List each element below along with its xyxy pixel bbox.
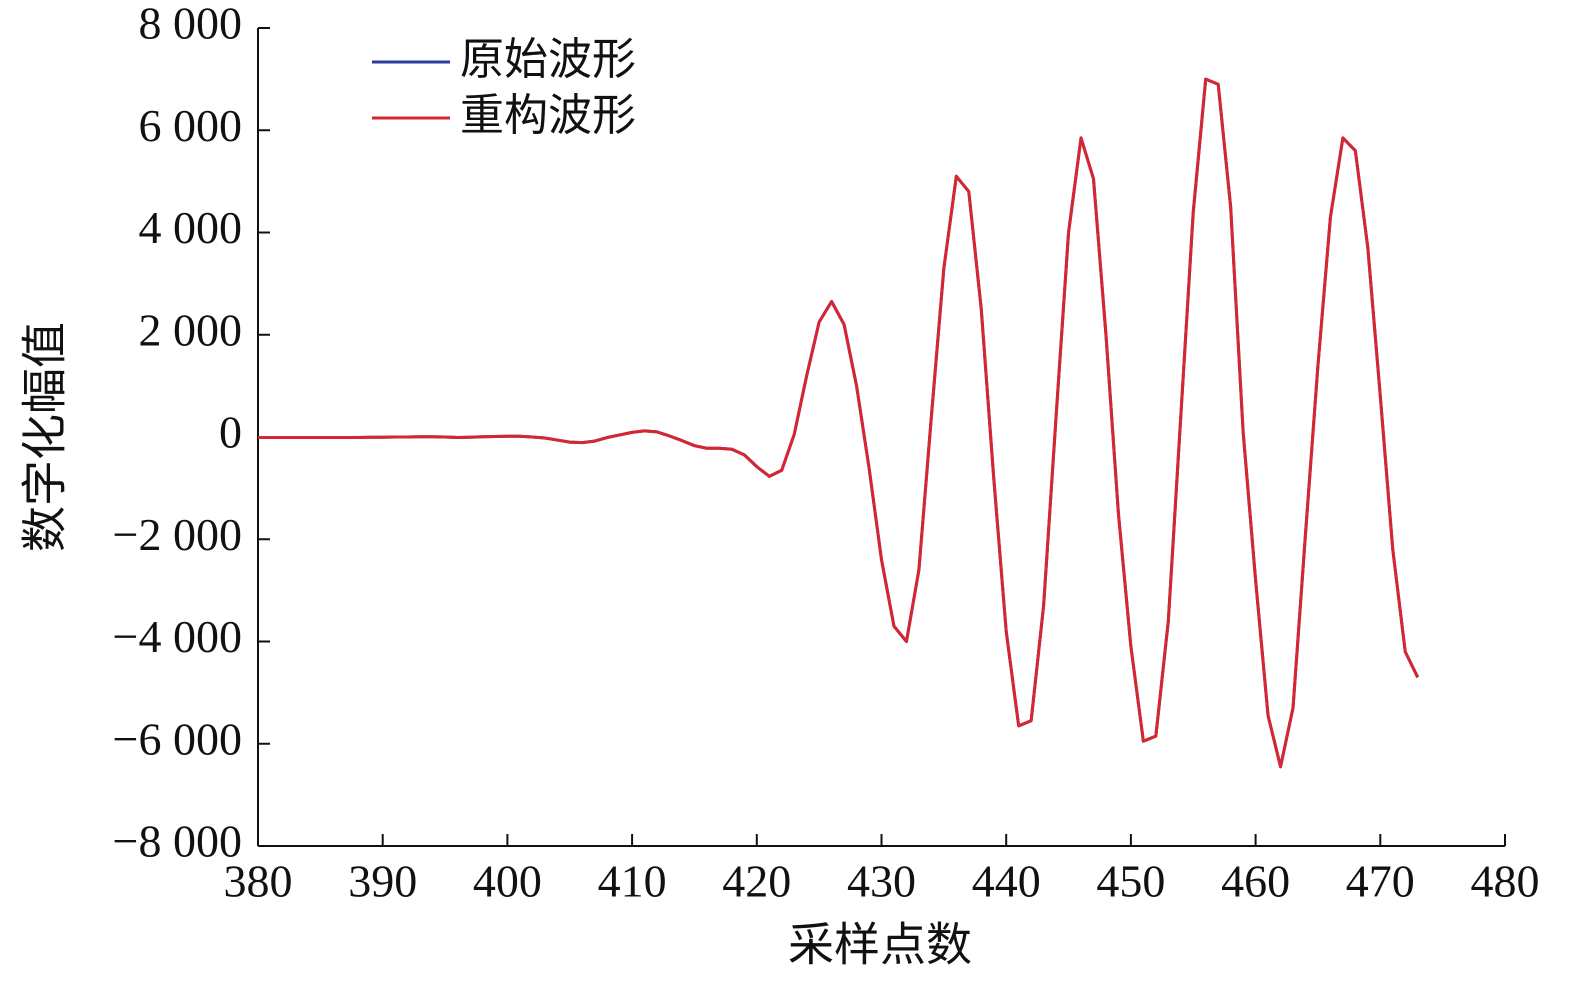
x-tick-label: 430	[847, 856, 916, 907]
x-tick-label: 380	[224, 856, 293, 907]
y-tick-label: 6 000	[139, 100, 243, 151]
y-tick-label: 0	[219, 407, 242, 458]
x-tick-label: 390	[348, 856, 417, 907]
x-tick-label: 410	[598, 856, 667, 907]
x-tick-label: 420	[722, 856, 791, 907]
x-tick-label: 440	[972, 856, 1041, 907]
x-tick-label: 460	[1221, 856, 1290, 907]
y-tick-label: −4 000	[113, 611, 242, 662]
y-tick-label: −2 000	[113, 509, 242, 560]
y-tick-label: 2 000	[139, 304, 243, 355]
y-tick-label: 8 000	[139, 0, 243, 49]
legend-label: 原始波形	[460, 34, 636, 85]
x-tick-label: 400	[473, 856, 542, 907]
x-tick-label: 450	[1096, 856, 1165, 907]
legend-label: 重构波形	[460, 90, 636, 141]
x-tick-label: 480	[1471, 856, 1540, 907]
y-axis-label: 数字化幅值	[20, 322, 71, 552]
x-tick-label: 470	[1346, 856, 1415, 907]
x-axis-label: 采样点数	[788, 920, 972, 971]
y-tick-label: 4 000	[139, 202, 243, 253]
y-tick-label: −6 000	[113, 713, 242, 764]
line-series	[258, 77, 1420, 769]
y-tick-label: −8 000	[113, 816, 242, 867]
